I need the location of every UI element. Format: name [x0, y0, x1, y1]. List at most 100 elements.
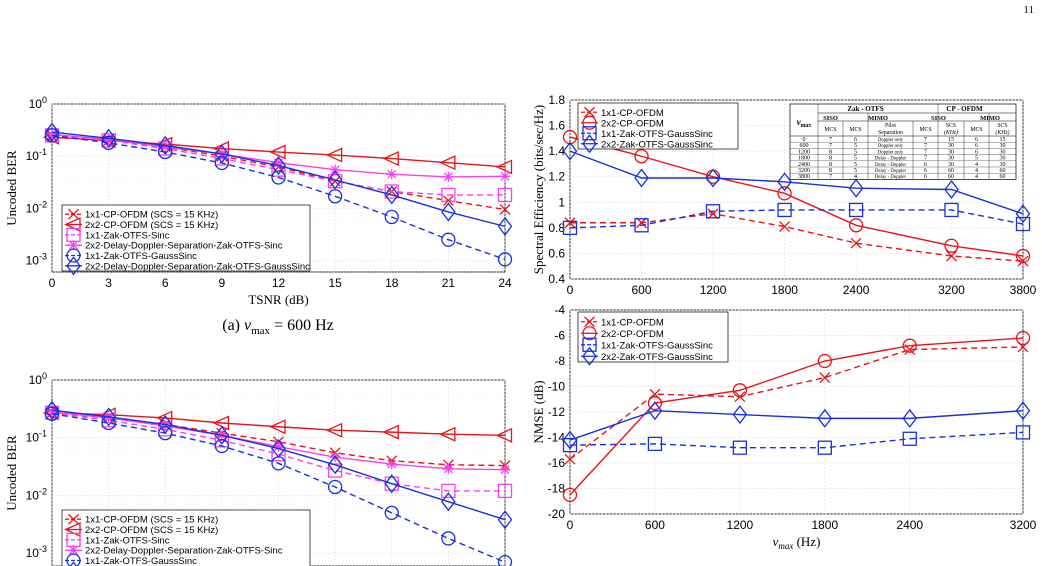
table-cell: 30 — [948, 149, 954, 155]
data-point — [497, 216, 513, 236]
data-point — [819, 372, 831, 384]
data-point — [497, 187, 513, 203]
legend-entry: 1x1-Zak-OTFS-Sinc — [85, 535, 170, 546]
data-point — [944, 179, 959, 200]
y-tick-label: 100 — [29, 371, 47, 387]
legend-marker — [68, 513, 79, 525]
table-cell: 3800 — [798, 174, 810, 180]
table-cell: 30 — [948, 143, 954, 149]
data-point — [848, 218, 864, 233]
chart-panel-3: 0 600 1200 1800 2400 3200 38000.40.60.811.21.4… — [531, 93, 1037, 297]
data-point — [271, 170, 286, 185]
table-cell: Delay - Doppler — [875, 163, 907, 168]
table-cell: 30 — [1000, 143, 1006, 149]
series-line-3 — [51, 412, 505, 492]
table-cell: 5 — [854, 149, 857, 155]
x-axis-label: νmax (Hz) — [773, 534, 821, 551]
legend-entry: 1x1-Zak-OTFS-GaussSinc — [85, 556, 197, 566]
data-point — [562, 141, 578, 161]
data-point — [101, 128, 116, 148]
x-tick-label: 12 — [272, 276, 286, 290]
table-col-header: MCS — [849, 127, 861, 133]
data-point — [634, 218, 649, 233]
table-col-header: Separation — [878, 130, 903, 136]
y-tick-label: -18 — [548, 482, 566, 496]
legend: 1x1-CP-OFDM2x2-CP-OFDM1x1-Zak-OTFS-Gauss… — [577, 311, 729, 366]
data-point — [817, 353, 832, 369]
legend-marker — [582, 115, 597, 130]
table-col-header: (KHz) — [995, 129, 1009, 136]
legend-marker — [582, 326, 597, 341]
table-cell: 6 — [975, 149, 978, 155]
legend-marker — [68, 545, 79, 556]
data-point — [1017, 255, 1029, 267]
series-group — [42, 122, 513, 267]
y-tick-label: 10-1 — [26, 147, 47, 163]
page-number: 11 — [1023, 4, 1034, 16]
data-point — [44, 128, 60, 143]
series-line-4 — [569, 410, 1024, 441]
legend-marker — [584, 106, 595, 118]
table-cell: 30 — [1000, 162, 1006, 168]
table-cell: 5 — [854, 168, 857, 174]
legend-entry: 1x1-Zak-OTFS-GaussSinc — [601, 340, 713, 351]
data-point — [103, 134, 114, 145]
data-point — [647, 436, 663, 452]
data-point — [212, 415, 230, 431]
data-point — [441, 187, 456, 203]
table-cell: 7 — [924, 156, 927, 162]
data-point — [817, 440, 832, 455]
table-cell: 6 — [924, 162, 927, 168]
data-point — [732, 440, 748, 455]
table-cell: 4 — [854, 174, 857, 180]
table-cell: Delay - Doppler — [875, 175, 907, 180]
table-cell: 4 — [975, 162, 978, 168]
series-line-6 — [51, 409, 506, 521]
legend-marker — [582, 126, 597, 141]
table-group-header: CP - OFDM — [946, 105, 983, 113]
table-cell: 8 — [829, 149, 832, 155]
x-tick-label: 1800 — [811, 518, 838, 532]
legend-marker — [582, 134, 597, 154]
x-tick-label: 600 — [632, 283, 652, 297]
table-cell: 6 — [975, 143, 978, 149]
x-tick-label: 2400 — [896, 518, 923, 532]
data-point — [705, 204, 721, 219]
table-cell: 5 — [975, 156, 978, 162]
table-cell: 30 — [1000, 149, 1006, 155]
y-tick-label: -14 — [548, 431, 566, 445]
x-tick-label: 600 — [645, 518, 665, 532]
series-line-5 — [51, 413, 506, 563]
y-axis-label: Uncoded BER — [4, 435, 19, 511]
data-point — [443, 171, 454, 182]
y-tick-label: -12 — [548, 405, 566, 419]
data-point — [1015, 330, 1031, 346]
data-point — [325, 147, 343, 163]
table-cell: Doppler only — [878, 144, 904, 149]
table-sub-header: SISO — [931, 115, 946, 122]
y-tick-label: 10-2 — [26, 486, 47, 502]
legend-marker — [582, 337, 597, 352]
data-point — [441, 202, 456, 222]
legend-box — [61, 509, 311, 566]
table-cell: 1800 — [798, 156, 810, 162]
table-cell: 6 — [975, 137, 978, 143]
data-point — [327, 479, 343, 495]
legend-marker — [582, 346, 597, 366]
data-point — [384, 505, 399, 520]
y-tick-label: -10 — [548, 380, 566, 394]
legend: 1x1-CP-OFDM (SCS = 15 KHz)2x2-CP-OFDM (S… — [61, 204, 311, 276]
table-group-header: Zak - OTFS — [847, 105, 883, 113]
x-axis-label: TSNR (dB) — [248, 292, 308, 307]
data-point — [101, 407, 116, 427]
legend-entry: 2x2-Zak-OTFS-GaussSinc — [601, 139, 713, 150]
legend-entry: 2x2-Delay-Doppler-Separation-Zak-OTFS-Si… — [85, 241, 283, 252]
data-point — [562, 437, 578, 453]
table-cell: 7 — [829, 174, 832, 180]
data-point — [273, 441, 284, 452]
y-tick-label: 10-3 — [26, 251, 47, 267]
data-point — [732, 383, 748, 398]
legend-entry: 1x1-Zak-OTFS-Sinc — [85, 230, 170, 241]
y-tick-label: 1.4 — [548, 144, 565, 158]
